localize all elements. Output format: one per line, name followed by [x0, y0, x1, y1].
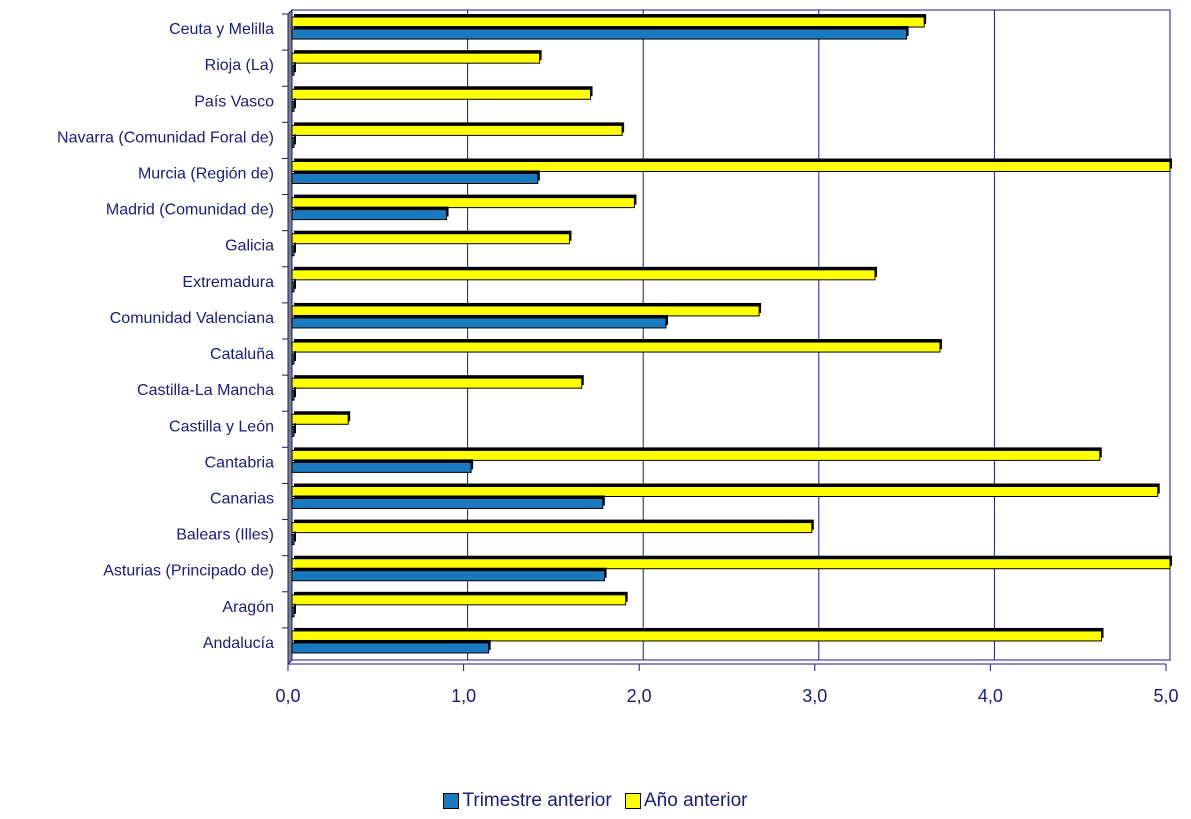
- bar-ano: [291, 88, 592, 100]
- bar-trimestre: [291, 28, 908, 40]
- x-tick-label: 5,0: [1153, 686, 1178, 706]
- bar-ano: [291, 124, 623, 136]
- bar-ano: [291, 233, 570, 245]
- legend-swatch-ano: [624, 793, 641, 809]
- legend-swatch-trimestre: [443, 793, 460, 809]
- bar-ano: [291, 377, 583, 389]
- category-label: País Vasco: [194, 93, 274, 110]
- bar-shadow-trimestre: [294, 98, 296, 109]
- bar-trimestre: [291, 281, 295, 293]
- bar-trimestre: [291, 64, 295, 76]
- bar-trimestre: [291, 498, 604, 509]
- bar-ano: [291, 305, 760, 317]
- bar-shadow-trimestre: [294, 603, 296, 614]
- bar-shadow-trimestre: [294, 351, 296, 362]
- legend-label-ano: Año anterior: [643, 790, 748, 811]
- bar-ano: [291, 594, 627, 606]
- bar-ano: [291, 522, 813, 534]
- bar-trimestre: [291, 461, 472, 473]
- category-label: Murcia (Región de): [138, 166, 274, 183]
- bar-trimestre: [291, 642, 490, 654]
- category-label: Asturias (Principado de): [103, 563, 274, 580]
- bar-ano: [291, 269, 876, 281]
- category-label: Navarra (Comunidad Foral de): [57, 129, 274, 146]
- category-label: Balears (Illes): [176, 527, 274, 544]
- bar-trimestre: [291, 100, 295, 112]
- category-label: Ceuta y Melilla: [169, 21, 274, 38]
- x-tick-label: 4,0: [978, 686, 1003, 706]
- bar-ano: [291, 197, 635, 209]
- category-label: Andalucía: [203, 635, 274, 652]
- bar-ano: [291, 630, 1103, 642]
- x-tick-label: 0,0: [275, 686, 300, 706]
- bar-ano: [291, 341, 941, 353]
- legend-item-trimestre: Trimestre anterior: [443, 790, 612, 812]
- category-label: Extremadura: [182, 274, 274, 291]
- chart-area: 0,0 1,0 2,0 3,0 4,0 5,0 Ceuta y Melilla Rioja (…: [57, 8, 1179, 706]
- category-label: Aragón: [222, 599, 274, 616]
- plot-area: [291, 9, 1171, 661]
- category-label: Canarias: [210, 491, 274, 508]
- bar-shadow-trimestre: [294, 134, 296, 145]
- bar-trimestre: [291, 570, 606, 582]
- bar-trimestre: [291, 534, 295, 546]
- legend: Trimestre anterior Año anterior: [0, 790, 1191, 815]
- bar-shadow-trimestre: [294, 387, 296, 398]
- bar-trimestre: [291, 606, 295, 618]
- bar-shadow-trimestre: [294, 278, 296, 289]
- bar-trimestre: [291, 425, 295, 437]
- bar-ano: [291, 16, 925, 28]
- x-tick-label: 3,0: [802, 686, 827, 706]
- bar-trimestre: [291, 353, 295, 365]
- plot-side-wall: [287, 8, 293, 666]
- legend-label-trimestre: Trimestre anterior: [462, 790, 612, 811]
- bar-shadow-trimestre: [294, 242, 296, 253]
- category-label: Castilla-La Mancha: [137, 382, 274, 399]
- category-label: Castilla y León: [169, 418, 274, 435]
- legend-item-ano: Año anterior: [624, 790, 748, 812]
- bar-trimestre: [291, 245, 295, 257]
- category-label: Madrid (Comunidad de): [106, 202, 274, 219]
- category-label: Rioja (La): [205, 57, 274, 74]
- category-label: Cantabria: [205, 454, 274, 471]
- bar-ano: [291, 413, 349, 425]
- bar-trimestre: [291, 173, 539, 184]
- x-tick-label: 2,0: [627, 686, 652, 706]
- bar-trimestre: [291, 389, 295, 401]
- bar-ano: [291, 161, 1171, 172]
- x-tick-label: 1,0: [451, 686, 476, 706]
- bar-ano: [291, 449, 1101, 461]
- bar-shadow-trimestre: [294, 531, 296, 542]
- category-label: Galicia: [225, 238, 274, 255]
- bar-trimestre: [291, 209, 448, 221]
- bar-ano: [291, 558, 1171, 570]
- bar-shadow-trimestre: [294, 423, 296, 434]
- category-label: Comunidad Valenciana: [110, 310, 274, 327]
- bar-ano: [291, 486, 1159, 497]
- bar-trimestre: [291, 317, 667, 329]
- bar-shadow-trimestre: [294, 62, 296, 73]
- bar-ano: [291, 52, 541, 64]
- category-label: Cataluña: [210, 346, 274, 363]
- bar-trimestre: [291, 136, 295, 148]
